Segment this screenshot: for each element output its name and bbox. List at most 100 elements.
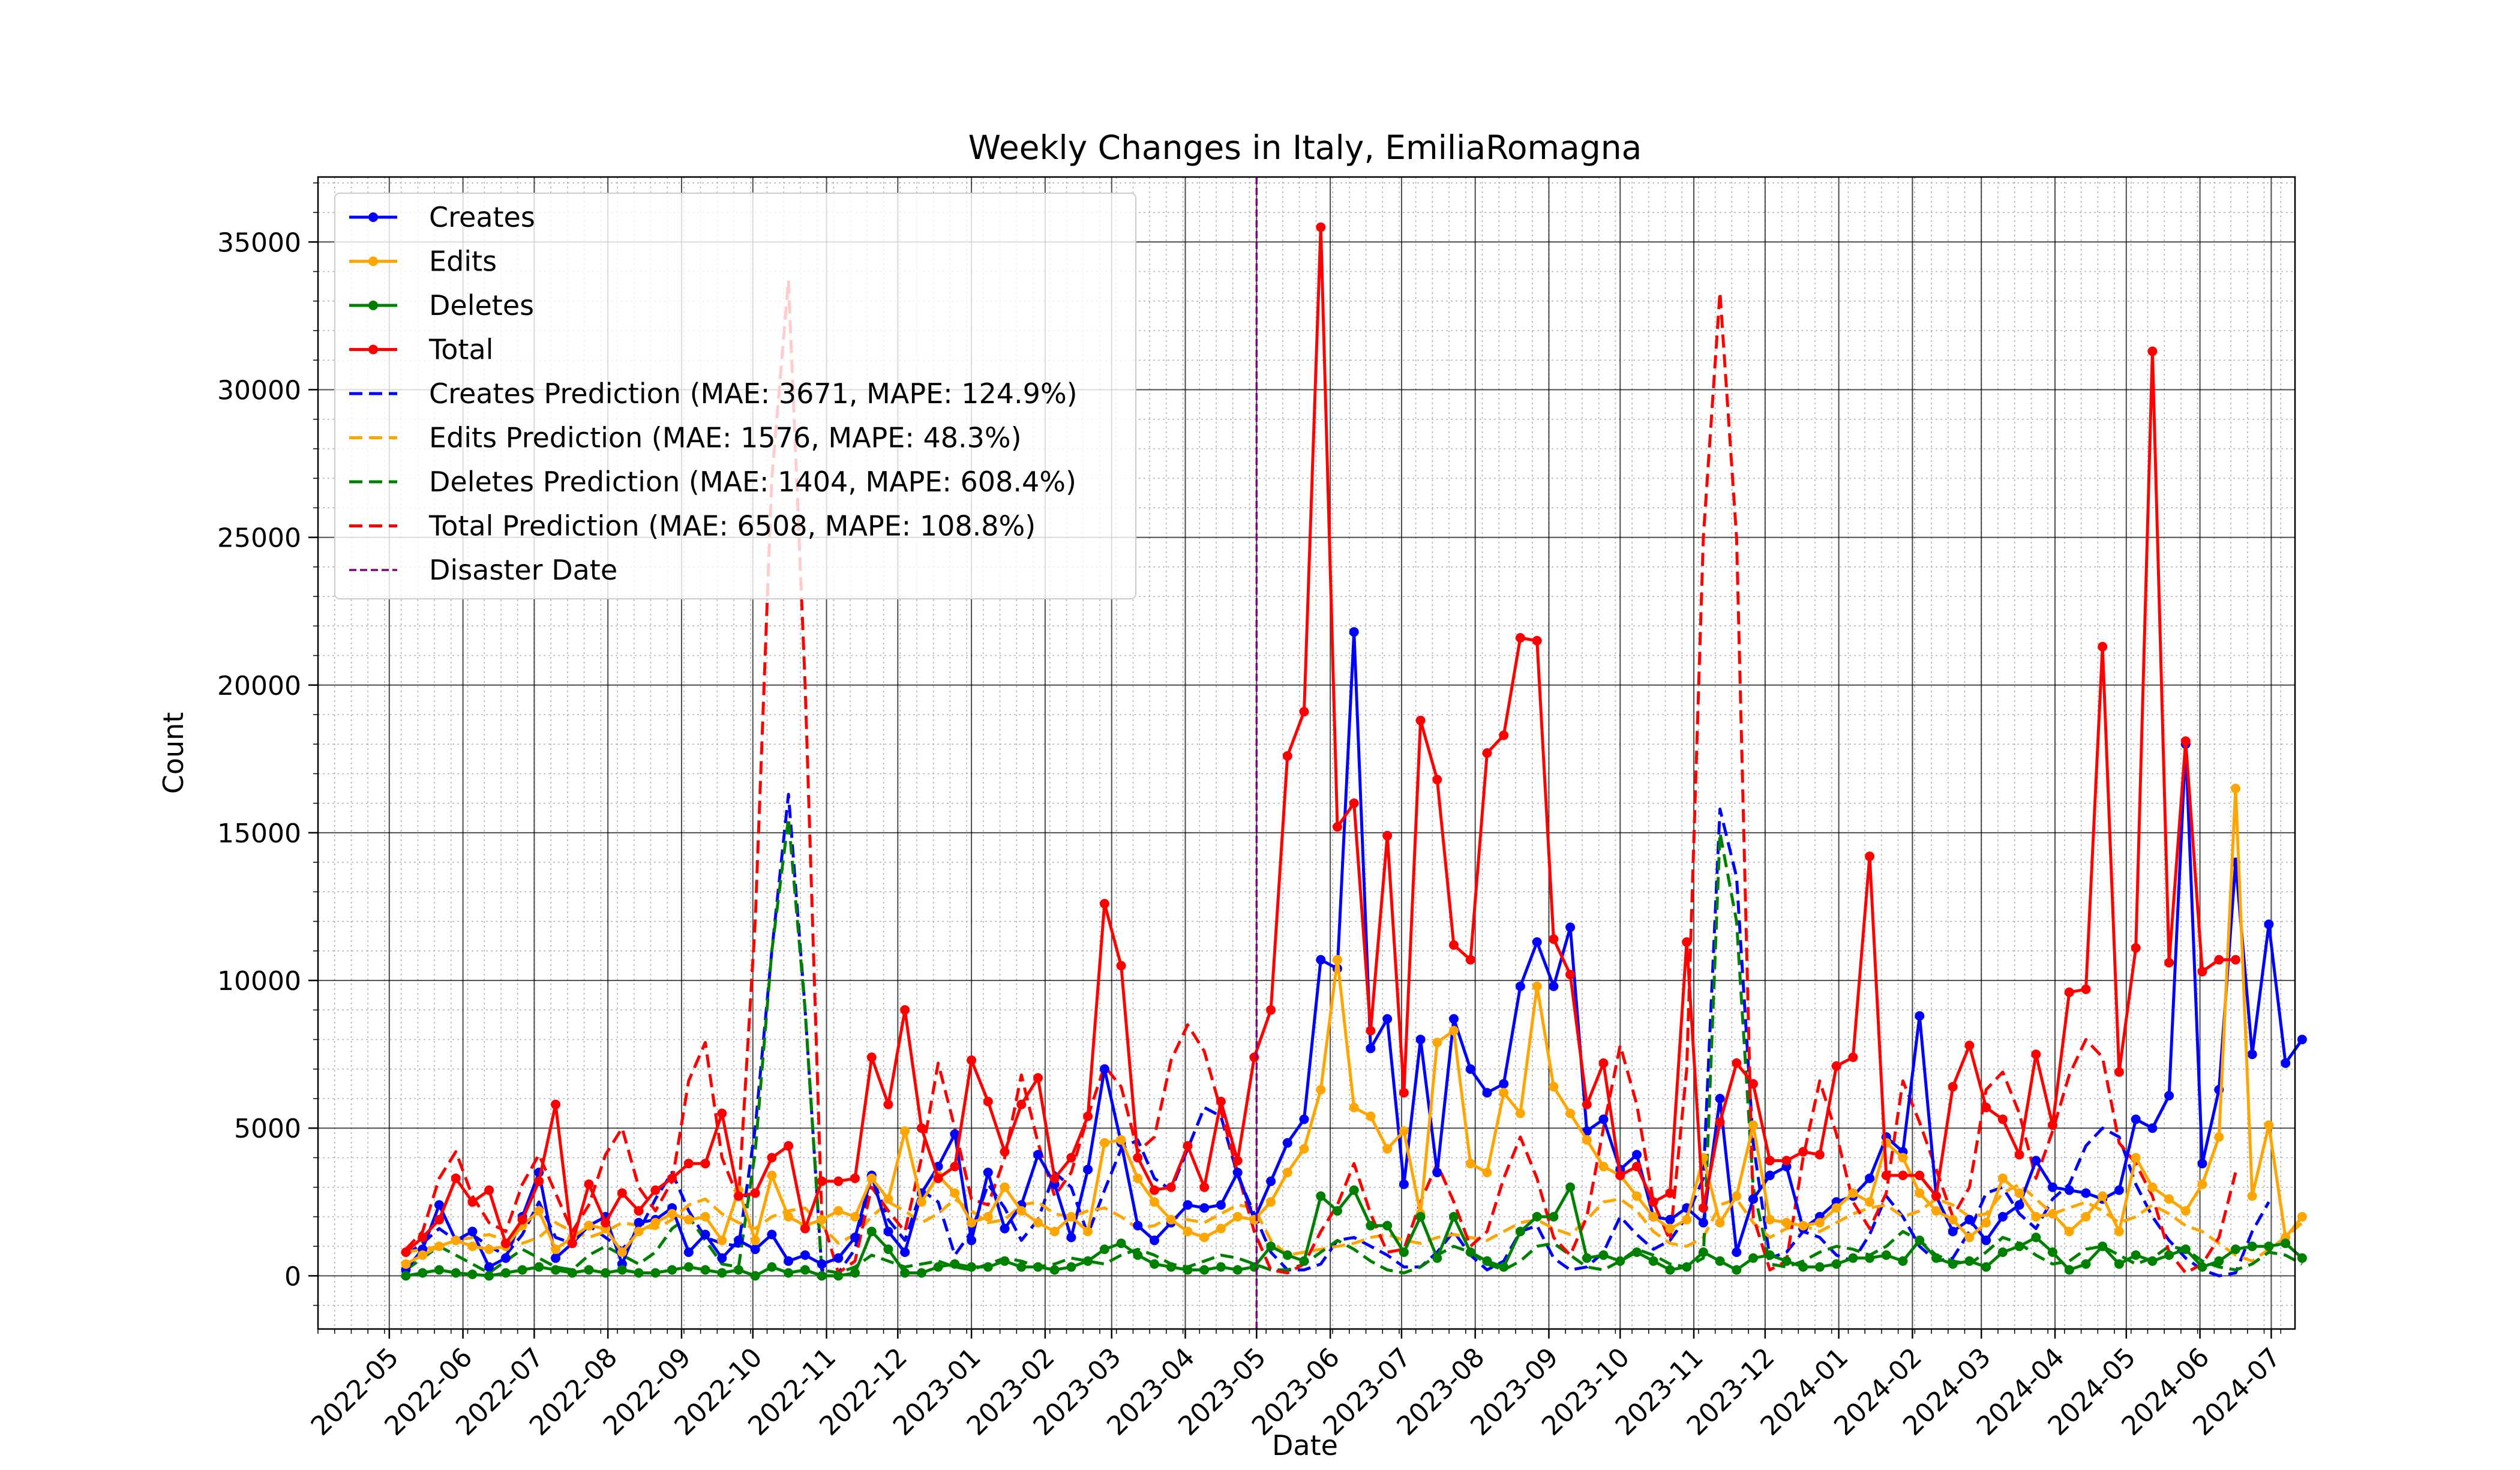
total-point <box>1964 1040 1975 1051</box>
legend-item-edits-prediction: Edits Prediction (MAE: 1576, MAPE: 48.3%… <box>349 422 1022 454</box>
deletes-point <box>1748 1253 1758 1263</box>
deletes-point <box>1682 1262 1692 1272</box>
deletes-point <box>1399 1247 1409 1257</box>
total-point <box>451 1173 461 1183</box>
creates-point <box>1449 1014 1459 1024</box>
legend-label: Disaster Date <box>429 554 617 586</box>
edits-point <box>1266 1197 1276 1207</box>
creates-point <box>750 1244 760 1255</box>
total-point <box>933 1173 943 1183</box>
total-point <box>434 1214 444 1225</box>
creates-point <box>683 1247 694 1257</box>
edits-point <box>1166 1214 1176 1225</box>
edits-point <box>1781 1217 1792 1228</box>
total-point <box>1482 748 1492 758</box>
edits-point <box>1366 1111 1376 1121</box>
edits-point <box>650 1217 661 1228</box>
deletes-point <box>467 1269 478 1279</box>
deletes-point <box>1715 1256 1725 1266</box>
deletes-point <box>950 1259 960 1269</box>
total-point <box>1316 222 1326 232</box>
edits-point <box>1632 1191 1642 1201</box>
deletes-point <box>1216 1262 1226 1272</box>
deletes-point <box>2147 1256 2158 1266</box>
deletes-prediction-line <box>405 816 2303 1274</box>
deletes-point <box>617 1265 627 1275</box>
total-point <box>500 1238 511 1249</box>
total-point <box>601 1217 611 1228</box>
deletes-point <box>1465 1247 1475 1257</box>
total-point <box>1532 635 1542 646</box>
total-point <box>667 1173 677 1183</box>
total-point <box>1682 937 1692 947</box>
deletes-point <box>967 1262 977 1272</box>
creates-point <box>1150 1235 1159 1246</box>
legend-label: Deletes Prediction (MAE: 1404, MAPE: 608… <box>429 466 1076 498</box>
edits-point <box>2264 1120 2274 1130</box>
edits-point <box>451 1235 461 1246</box>
deletes-point <box>2180 1244 2191 1255</box>
deletes-point <box>601 1268 611 1278</box>
edits-point <box>1282 1168 1292 1178</box>
edits-point <box>1732 1191 1742 1201</box>
edits-point <box>418 1250 428 1260</box>
edits-point <box>2164 1194 2174 1204</box>
total-point <box>1016 1099 1027 1109</box>
edits-point <box>750 1235 760 1246</box>
deletes-point <box>500 1268 511 1278</box>
edits-point <box>2231 784 2240 794</box>
total-point <box>1865 851 1875 862</box>
deletes-point <box>1366 1220 1376 1231</box>
total-point <box>2214 955 2224 965</box>
deletes-point <box>1116 1238 1126 1249</box>
creates-point <box>1482 1088 1492 1098</box>
creates-point <box>883 1226 893 1237</box>
total-point <box>900 1005 910 1015</box>
deletes-point <box>1033 1262 1043 1272</box>
creates-point <box>767 1229 777 1240</box>
creates-point <box>1349 627 1359 637</box>
total-point <box>2147 346 2158 356</box>
creates-point <box>1715 1094 1725 1103</box>
legend: Creates Edits Deletes Total Creates Predicti… <box>334 193 1136 599</box>
deletes-point <box>1549 1211 1559 1222</box>
edits-point <box>1814 1217 1825 1228</box>
edits-point <box>2180 1206 2191 1216</box>
deletes-point <box>883 1244 893 1255</box>
deletes-point <box>1898 1256 1908 1266</box>
deletes-point <box>1166 1262 1176 1272</box>
edits-point <box>1482 1168 1492 1178</box>
y-tick-label: 0 <box>284 1261 301 1292</box>
total-point <box>1499 730 1509 740</box>
edits-point <box>1582 1135 1592 1145</box>
total-point <box>734 1191 743 1201</box>
total-point <box>1232 1156 1243 1166</box>
creates-point <box>1183 1200 1193 1210</box>
total-point <box>1898 1171 1908 1180</box>
total-point <box>1598 1058 1609 1068</box>
creates-point <box>817 1259 827 1269</box>
edits-point <box>900 1126 910 1136</box>
deletes-point <box>2131 1250 2141 1260</box>
plot-frame <box>317 176 2296 1330</box>
creates-point <box>1366 1043 1376 1054</box>
creates-point <box>634 1217 644 1228</box>
deletes-point <box>1732 1265 1742 1275</box>
edits-point <box>1066 1211 1076 1222</box>
creates-point <box>2031 1156 2041 1166</box>
deletes-point <box>1333 1206 1342 1216</box>
edits-point <box>1083 1226 1093 1237</box>
legend-item-deletes: Deletes <box>349 289 534 322</box>
edits-point <box>1798 1220 1808 1231</box>
total-point <box>1299 707 1309 717</box>
deletes-point <box>1582 1253 1592 1263</box>
edits-point <box>584 1220 594 1231</box>
total-point <box>800 1223 810 1234</box>
total-point <box>1099 899 1109 909</box>
creates-point <box>1632 1150 1642 1160</box>
total-point <box>1049 1173 1060 1183</box>
deletes-point <box>2264 1241 2274 1252</box>
edits-point <box>1449 1025 1459 1036</box>
legend-marker <box>368 256 378 266</box>
